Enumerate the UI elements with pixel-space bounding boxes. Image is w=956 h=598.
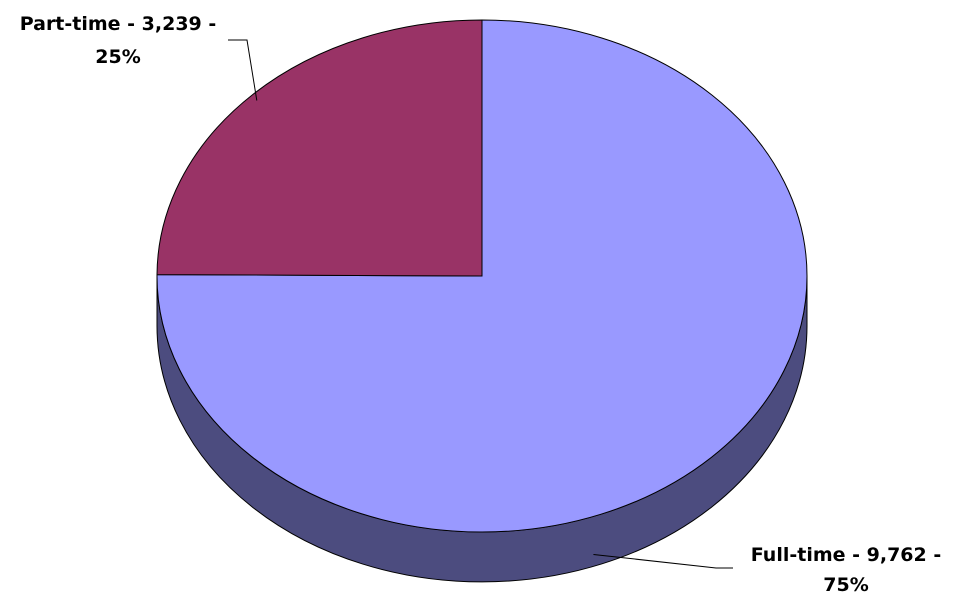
part-time-leader-line bbox=[228, 39, 258, 101]
part-time-data-label-line2: 25% bbox=[95, 46, 140, 68]
part-time-slice bbox=[156, 19, 483, 277]
full-time-data-label-line1: Full-time - 9,762 - bbox=[751, 544, 941, 566]
part-time-data-label-line1: Part-time - 3,239 - bbox=[20, 13, 217, 35]
full-time-data-label-line2: 75% bbox=[823, 574, 868, 596]
full-time-slice bbox=[156, 19, 808, 533]
full-time-leader-line bbox=[593, 553, 733, 569]
